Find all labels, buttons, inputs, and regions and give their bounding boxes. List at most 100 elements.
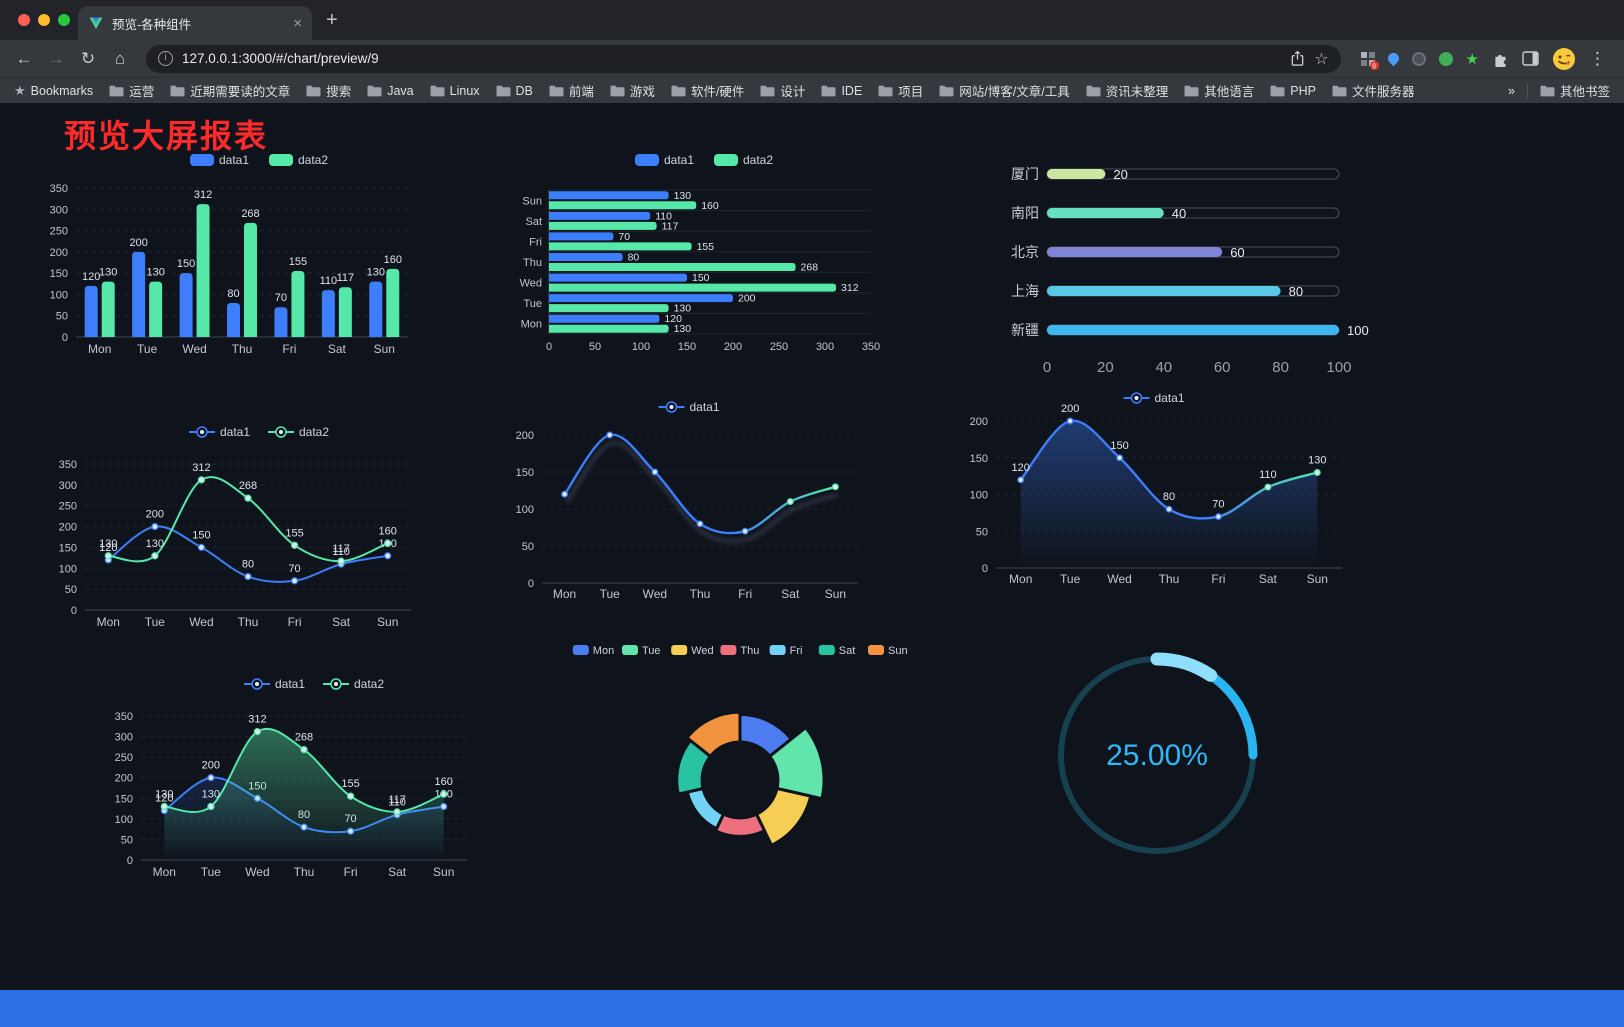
bookmark-folder-item[interactable]: 前端 xyxy=(549,81,594,100)
svg-text:300: 300 xyxy=(50,204,68,216)
svg-text:Sun: Sun xyxy=(377,615,398,629)
browser-tab[interactable]: 预览-各种组件 × xyxy=(78,6,312,40)
rose-pie-chart: Mon Tue Wed Thu Fri Sat Sun xyxy=(545,638,935,880)
legend-item[interactable]: Thu xyxy=(720,645,759,657)
svg-text:Fri: Fri xyxy=(790,645,803,657)
forward-button[interactable]: → xyxy=(47,48,65,68)
bookmark-folder-item[interactable]: 软件/硬件 xyxy=(671,81,744,100)
extension-dark-circle-icon[interactable] xyxy=(1411,51,1426,66)
svg-text:Sun: Sun xyxy=(433,865,454,879)
bookmark-folder-item[interactable]: 搜索 xyxy=(306,81,351,100)
svg-text:120: 120 xyxy=(82,271,100,283)
legend-item[interactable]: Sun xyxy=(868,645,908,657)
svg-text:200: 200 xyxy=(202,760,220,772)
legend-item[interactable]: data1 xyxy=(658,400,720,414)
svg-text:150: 150 xyxy=(678,341,696,353)
tab-close-icon[interactable]: × xyxy=(293,14,302,32)
legend-item[interactable]: data2 xyxy=(714,153,773,167)
profile-avatar[interactable] xyxy=(1552,47,1576,71)
svg-text:117: 117 xyxy=(332,543,350,555)
legend-item[interactable]: Wed xyxy=(671,645,714,657)
svg-text:Sat: Sat xyxy=(388,865,407,879)
bookmark-folder-item[interactable]: Java xyxy=(367,84,414,98)
svg-text:150: 150 xyxy=(59,542,77,554)
svg-text:Thu: Thu xyxy=(523,257,542,269)
close-window-button[interactable] xyxy=(18,14,30,26)
star-icon: ★ xyxy=(14,82,26,98)
svg-text:Sat: Sat xyxy=(328,342,347,356)
address-bar[interactable]: i 127.0.0.1:3000/#/chart/preview/9 ☆ xyxy=(146,44,1341,73)
bookmark-folder-item[interactable]: 项目 xyxy=(878,81,923,100)
bookmarks-overflow-chevron[interactable]: » xyxy=(1508,83,1515,98)
svg-text:200: 200 xyxy=(724,341,742,353)
svg-text:312: 312 xyxy=(248,714,266,726)
home-button[interactable]: ⌂ xyxy=(114,48,126,68)
other-bookmarks[interactable]: 其他书签 xyxy=(1540,81,1610,100)
maximize-window-button[interactable] xyxy=(58,14,70,26)
extension-pin-icon[interactable] xyxy=(1385,50,1401,67)
legend-item[interactable]: data2 xyxy=(269,153,328,167)
svg-text:0: 0 xyxy=(127,855,133,867)
sidebar-icon[interactable] xyxy=(1522,51,1539,66)
svg-text:Wed: Wed xyxy=(245,865,269,879)
legend-item[interactable]: data1 xyxy=(189,425,250,439)
url-text[interactable]: 127.0.0.1:3000/#/chart/preview/9 xyxy=(182,51,379,66)
legend-item[interactable]: data1 xyxy=(244,677,305,691)
kebab-menu-icon[interactable]: ⋮ xyxy=(1589,48,1606,68)
bookmark-folder-item[interactable]: Linux xyxy=(430,84,480,98)
bookmark-folder-item[interactable]: 其他语言 xyxy=(1184,81,1254,100)
svg-text:80: 80 xyxy=(227,288,239,300)
legend-item[interactable]: Mon xyxy=(572,645,614,657)
svg-text:上海: 上海 xyxy=(1011,283,1039,299)
svg-text:0: 0 xyxy=(528,578,534,590)
bookmark-folder-item[interactable]: 近期需要读的文章 xyxy=(170,81,290,100)
minimize-window-button[interactable] xyxy=(38,14,50,26)
legend-item[interactable]: data1 xyxy=(635,153,694,167)
svg-text:117: 117 xyxy=(662,220,679,232)
legend-item[interactable]: data2 xyxy=(268,425,329,439)
svg-text:150: 150 xyxy=(970,453,988,465)
extension-green-circle-icon[interactable] xyxy=(1438,51,1453,66)
share-icon[interactable] xyxy=(1290,50,1305,67)
extensions-area: g ★ ⋮ xyxy=(1353,47,1614,71)
svg-text:100: 100 xyxy=(115,814,133,826)
site-info-icon[interactable]: i xyxy=(158,51,173,66)
extensions-puzzle-icon[interactable] xyxy=(1492,50,1509,67)
footer-bar xyxy=(0,990,1624,1027)
svg-text:data1: data1 xyxy=(219,153,249,167)
legend-item[interactable]: data1 xyxy=(1123,391,1185,405)
svg-text:0: 0 xyxy=(546,341,552,353)
legend-item[interactable]: data2 xyxy=(323,677,384,691)
bookmark-folder-item[interactable]: IDE xyxy=(821,84,862,98)
bookmark-folder-item[interactable]: 网站/博客/文章/工具 xyxy=(939,81,1070,100)
legend-item[interactable]: data1 xyxy=(190,153,249,167)
svg-text:160: 160 xyxy=(701,200,719,212)
tab-favicon xyxy=(88,15,104,31)
reload-button[interactable]: ↻ xyxy=(80,48,96,68)
bookmark-folder-item[interactable]: 游戏 xyxy=(610,81,655,100)
extension-grid-icon[interactable]: g xyxy=(1360,51,1379,70)
back-button[interactable]: ← xyxy=(15,48,33,68)
svg-text:Wed: Wed xyxy=(1107,572,1131,586)
legend-item[interactable]: Tue xyxy=(622,645,661,657)
svg-text:Wed: Wed xyxy=(691,645,713,657)
svg-text:150: 150 xyxy=(516,467,534,479)
bookmark-folder-item[interactable]: PHP xyxy=(1270,84,1316,98)
bookmark-star-icon[interactable]: ☆ xyxy=(1314,50,1329,68)
page-title: 预览大屏报表 xyxy=(64,118,269,154)
bookmark-folder-item[interactable]: 资讯未整理 xyxy=(1086,81,1168,100)
svg-text:Thu: Thu xyxy=(1159,572,1180,586)
bookmark-folder-item[interactable]: 设计 xyxy=(760,81,805,100)
legend-item[interactable]: Fri xyxy=(769,645,803,657)
svg-text:Wed: Wed xyxy=(643,587,667,601)
bookmark-folder-item[interactable]: 文件服务器 xyxy=(1332,81,1414,100)
bookmarks-root[interactable]: ★ Bookmarks xyxy=(14,82,94,98)
new-tab-button[interactable]: + xyxy=(326,9,338,31)
svg-text:80: 80 xyxy=(1272,359,1289,376)
svg-text:50: 50 xyxy=(56,311,68,323)
bookmark-folder-item[interactable]: 运营 xyxy=(109,81,154,100)
svg-text:150: 150 xyxy=(50,268,68,280)
legend-item[interactable]: Sat xyxy=(818,645,856,657)
bookmark-folder-item[interactable]: DB xyxy=(496,84,533,98)
extension-star-icon[interactable]: ★ xyxy=(1465,50,1479,68)
